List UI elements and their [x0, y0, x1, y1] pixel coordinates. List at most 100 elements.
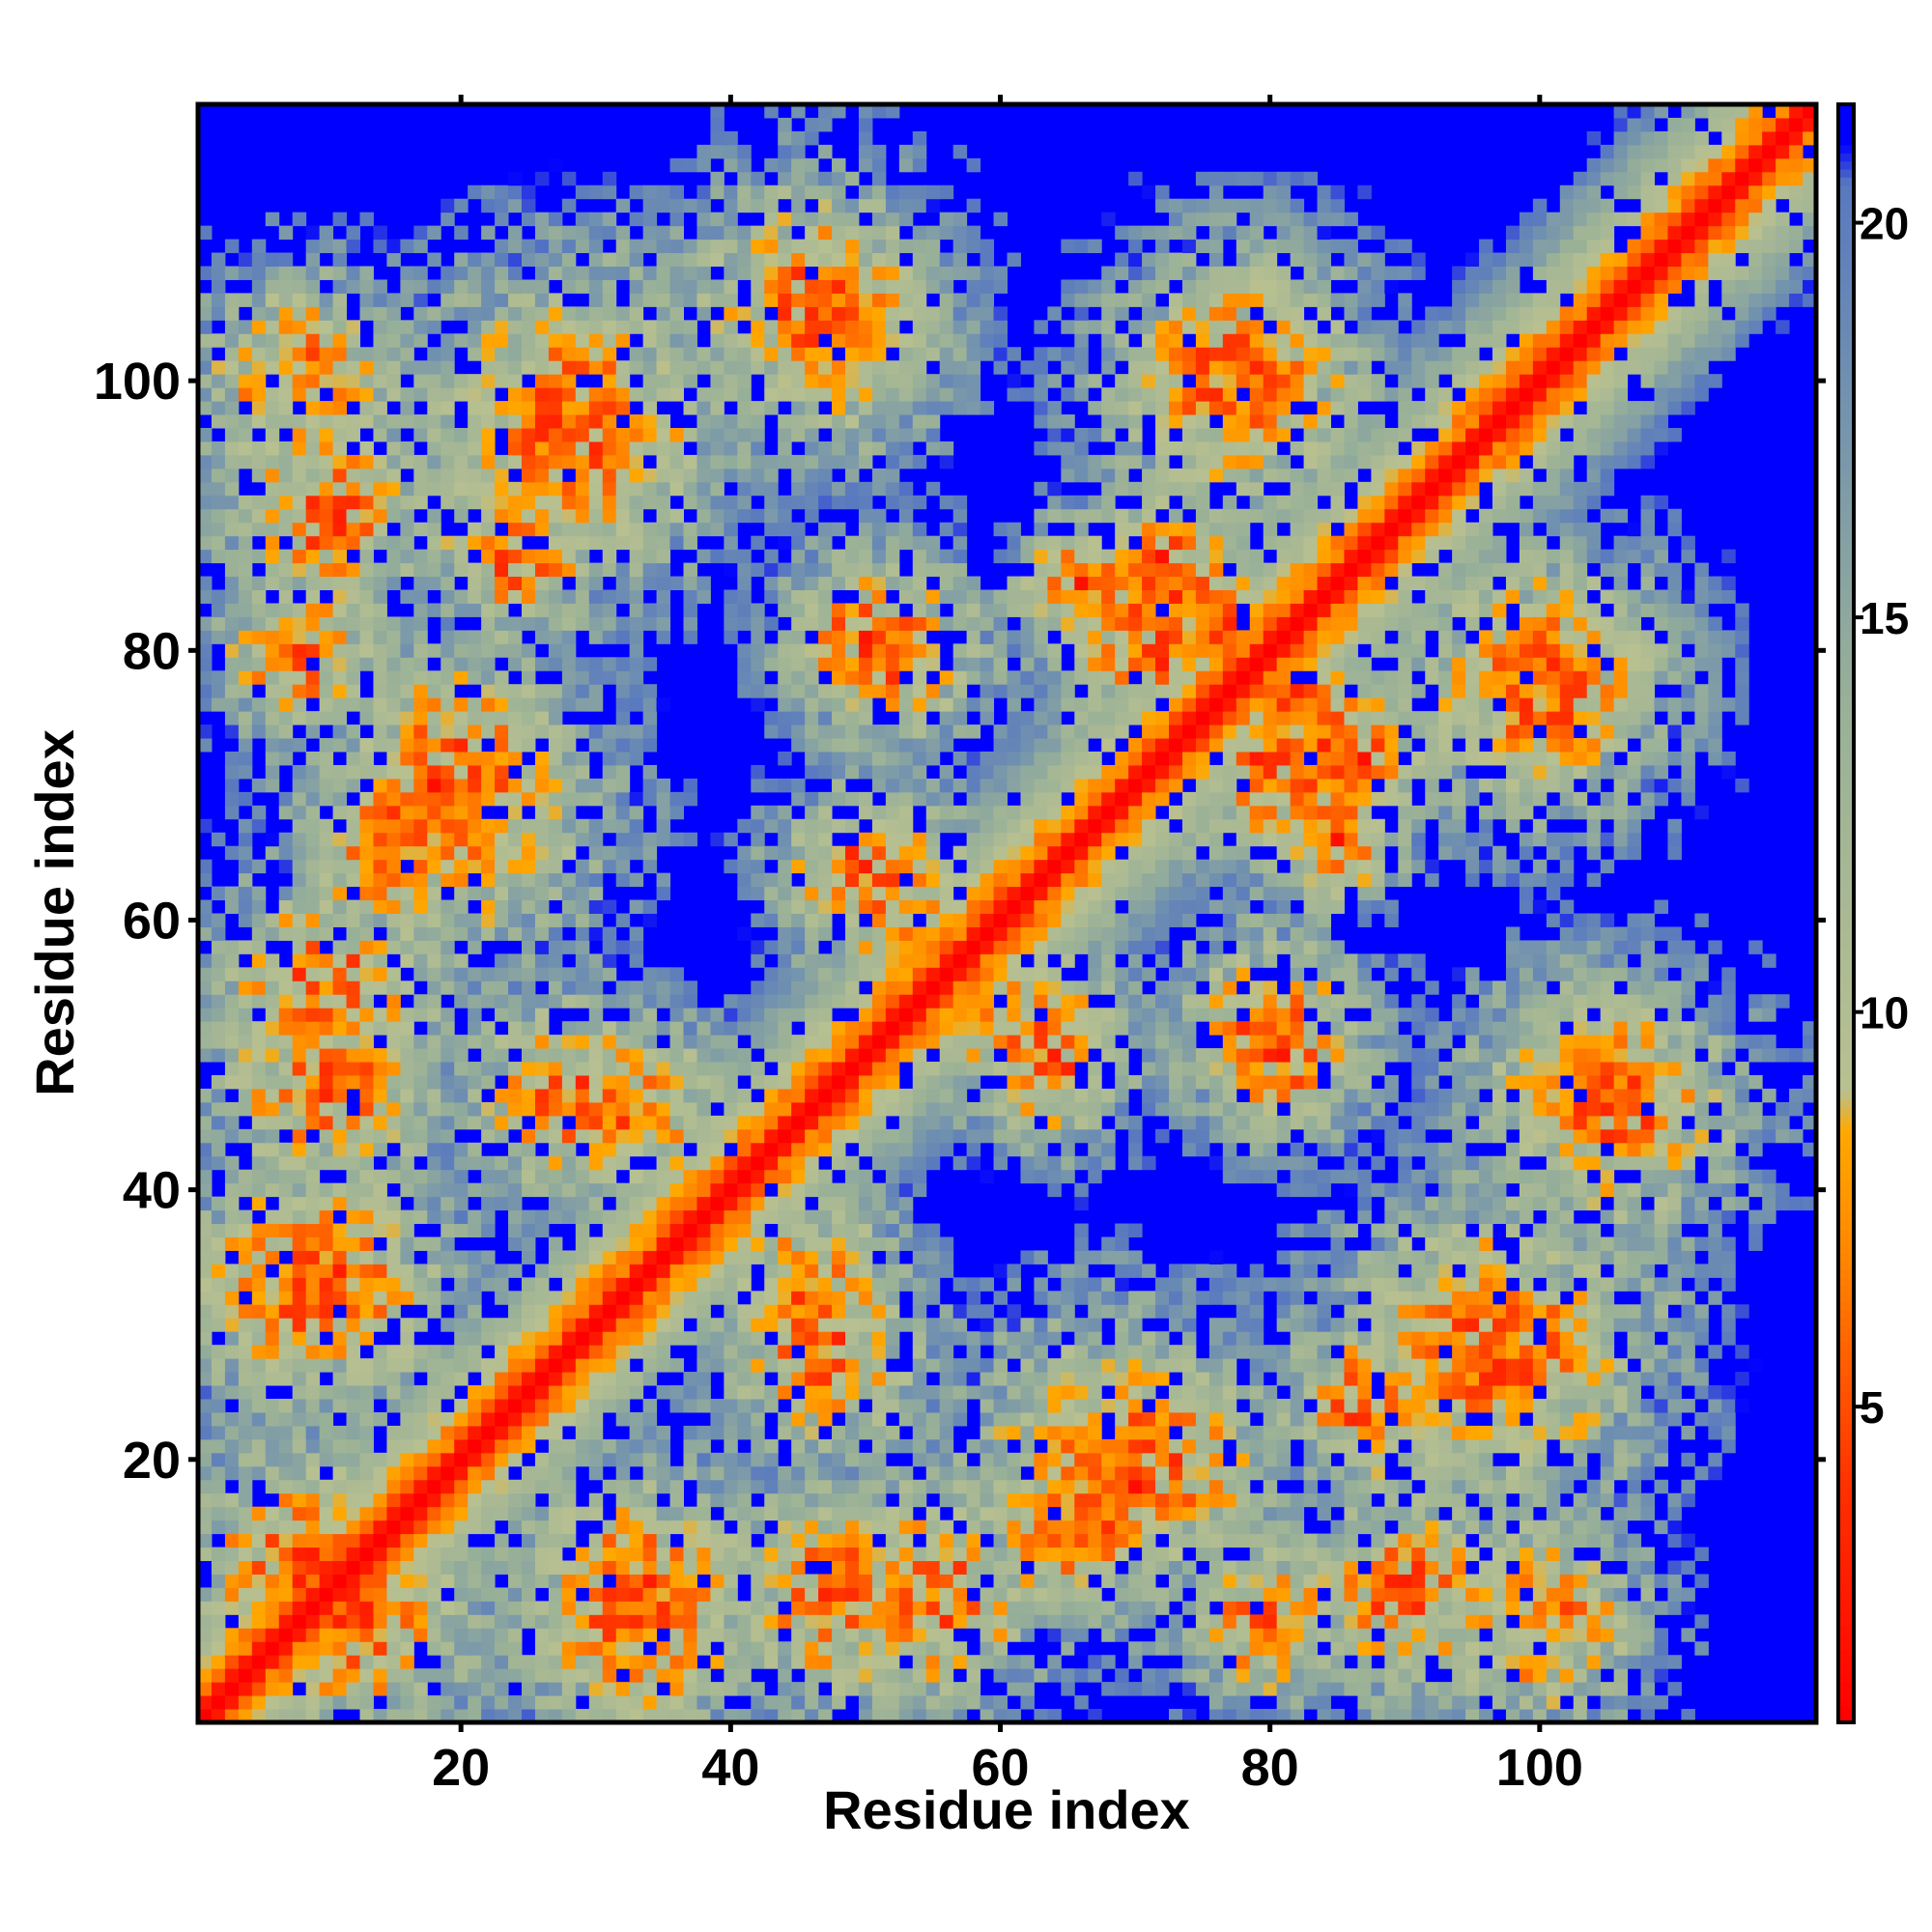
heatmap-cell [522, 845, 536, 861]
heatmap-cell [1142, 1411, 1156, 1427]
heatmap-cell [305, 401, 321, 415]
heatmap-cell [440, 1196, 455, 1211]
heatmap-cell [332, 859, 348, 874]
heatmap-cell [898, 1411, 914, 1427]
heatmap-cell [1640, 1452, 1655, 1467]
heatmap-cell [1317, 1385, 1331, 1400]
heatmap-cell [508, 926, 523, 941]
heatmap-cell [1384, 1641, 1399, 1656]
heatmap-cell [346, 953, 360, 968]
heatmap-cell [561, 818, 577, 834]
heatmap-cell [1559, 1614, 1575, 1629]
heatmap-cell [656, 1587, 671, 1602]
heatmap-cell [440, 953, 455, 968]
heatmap-cell [548, 1264, 563, 1278]
heatmap-cell [1708, 1425, 1722, 1440]
heatmap-cell [305, 1438, 321, 1454]
heatmap-cell [427, 764, 441, 780]
heatmap-cell [305, 1142, 321, 1157]
heatmap-cell [1425, 1358, 1439, 1373]
heatmap-cell [1654, 1520, 1668, 1535]
heatmap-cell [427, 818, 441, 834]
heatmap-cell [1236, 1574, 1251, 1588]
heatmap-cell [575, 1438, 590, 1454]
heatmap-cell [1479, 1560, 1493, 1575]
heatmap-cell [413, 1048, 428, 1063]
heatmap-cell [1681, 1628, 1695, 1642]
heatmap-cell [319, 360, 334, 375]
heatmap-cell [561, 1709, 577, 1723]
heatmap-cell [251, 1574, 267, 1588]
heatmap-cell [818, 1318, 833, 1332]
heatmap-cell [1236, 1465, 1251, 1481]
heatmap-cell [224, 508, 240, 524]
heatmap-cell [346, 1425, 360, 1440]
heatmap-cell [386, 1547, 401, 1561]
heatmap-cell [588, 967, 604, 981]
heatmap-cell [468, 670, 482, 685]
heatmap-cell [1586, 1682, 1602, 1696]
heatmap-cell [1479, 1345, 1493, 1359]
heatmap-cell [1573, 1587, 1588, 1602]
heatmap-cell [1519, 1628, 1534, 1642]
heatmap-cell [278, 1196, 294, 1211]
heatmap-cell [278, 347, 294, 361]
heatmap-cell [1505, 1655, 1520, 1669]
heatmap-cell [1654, 1372, 1668, 1386]
heatmap-cell [1708, 1465, 1722, 1481]
heatmap-cell [1169, 1709, 1183, 1723]
heatmap-cell [265, 401, 280, 415]
heatmap-cell [1020, 1547, 1035, 1561]
heatmap-cell [1074, 1479, 1089, 1494]
heatmap-cell [508, 198, 523, 213]
heatmap-cell [615, 1506, 631, 1521]
heatmap-cell [1317, 1709, 1331, 1723]
heatmap-cell [508, 252, 523, 267]
heatmap-cell [238, 1088, 253, 1103]
heatmap-cell [468, 1399, 482, 1413]
heatmap-cell [1169, 1587, 1183, 1602]
heatmap-cell [400, 1101, 414, 1117]
heatmap-cell [615, 1318, 631, 1332]
heatmap-cell [885, 1385, 900, 1400]
heatmap-cell [696, 1695, 711, 1710]
heatmap-cell [292, 1438, 307, 1454]
heatmap-cell [305, 752, 321, 766]
heatmap-cell [1627, 1547, 1642, 1561]
heatmap-cell [319, 967, 334, 981]
heatmap-cell [413, 522, 428, 537]
heatmap-cell [508, 967, 523, 981]
heatmap-cell [386, 643, 401, 658]
heatmap-cell [1546, 1399, 1561, 1413]
heatmap-cell [305, 711, 321, 725]
heatmap-cell [1317, 1492, 1331, 1508]
heatmap-cell [1020, 1628, 1035, 1642]
heatmap-cell [427, 1438, 441, 1454]
heatmap-cell [522, 508, 536, 524]
heatmap-cell [400, 589, 414, 604]
heatmap-cell [332, 980, 348, 995]
heatmap-cell [1303, 1492, 1319, 1508]
heatmap-cell [1357, 1574, 1372, 1588]
heatmap-cell [265, 1088, 280, 1103]
heatmap-cell [440, 643, 455, 658]
heatmap-cell [656, 1452, 671, 1467]
heatmap-cell [710, 1452, 724, 1467]
heatmap-cell [1371, 1331, 1385, 1346]
heatmap-cell [413, 360, 428, 375]
heatmap-cell [1344, 1628, 1358, 1642]
heatmap-cell [468, 454, 482, 469]
heatmap-cell [588, 1614, 604, 1629]
heatmap-cell [386, 374, 401, 388]
heatmap-cell [858, 1452, 873, 1467]
heatmap-cell [534, 1452, 550, 1467]
heatmap-cell [211, 1291, 226, 1305]
heatmap-cell [1425, 1425, 1439, 1440]
heatmap-cell [1694, 1372, 1709, 1386]
heatmap-cell [413, 1264, 428, 1278]
heatmap-cell [751, 1506, 765, 1521]
heatmap-cell [359, 306, 374, 321]
heatmap-cell [534, 1115, 550, 1130]
heatmap-cell [534, 1520, 550, 1535]
heatmap-cell [1519, 1492, 1534, 1508]
